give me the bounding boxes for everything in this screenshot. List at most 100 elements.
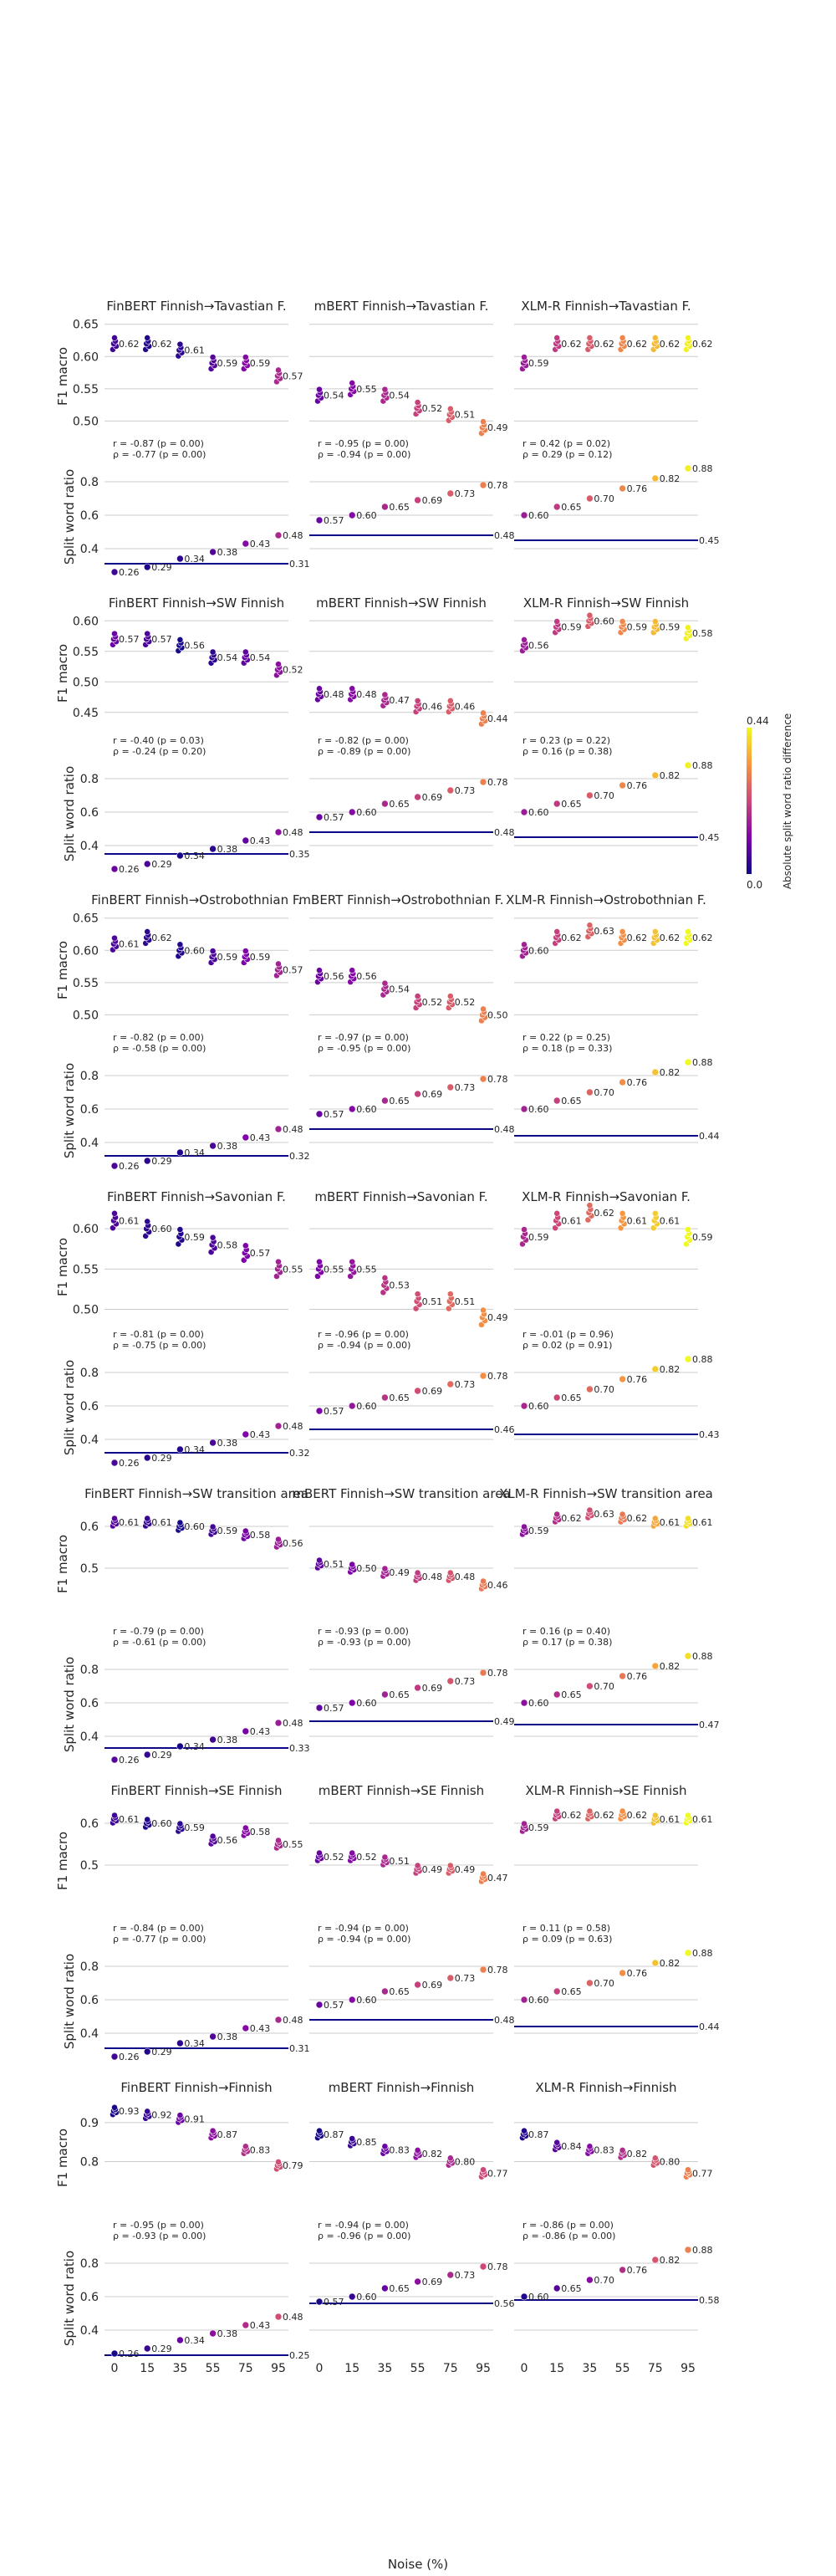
f1-point	[144, 630, 151, 637]
f1-value-label: 0.61	[561, 1215, 582, 1226]
panel: mBERT Finnish→SW transition area 0.51 0.50…	[292, 1486, 515, 1737]
f1-point	[381, 1853, 389, 1861]
split-value-label: 0.57	[324, 1406, 344, 1417]
split-value-label: 0.48	[283, 2015, 303, 2026]
split-point	[414, 1981, 421, 1989]
f1-value-label: 0.80	[455, 2156, 476, 2167]
f1-point	[446, 2154, 454, 2162]
f1-point	[651, 335, 659, 341]
split-value-label: 0.26	[119, 567, 140, 578]
f1-value-label: 0.83	[594, 2145, 614, 2156]
split-value-label: 0.26	[119, 1458, 140, 1469]
split-value-label: 0.70	[594, 2275, 614, 2286]
f1-value-label: 0.46	[422, 701, 442, 712]
stats-pearson: r = -0.87 (p = 0.00)	[113, 438, 204, 449]
split-point	[348, 1402, 356, 1410]
split-point	[242, 2024, 250, 2032]
f1-point	[480, 418, 487, 426]
panel: FinBERT Finnish→Tavastian F. 0.62 0.62 0.61…	[104, 299, 310, 578]
f1-value-label: 0.61	[184, 345, 205, 356]
stats-pearson: r = -0.95 (p = 0.00)	[113, 2220, 204, 2231]
f1-point	[176, 941, 184, 948]
f1-value-label: 0.87	[324, 2129, 344, 2140]
split-point	[520, 1105, 528, 1113]
split-value-label: 0.65	[561, 2283, 582, 2294]
baseline-value-label: 0.48	[494, 827, 515, 838]
baseline-value-label: 0.45	[699, 832, 720, 843]
split-tick-label: 0.8	[80, 1960, 99, 1974]
panel-title: mBERT Finnish→Ostrobothnian F.	[298, 892, 503, 907]
split-value-label: 0.34	[184, 1444, 205, 1455]
split-point	[553, 800, 561, 808]
f1-point	[381, 691, 389, 698]
split-value-label: 0.29	[151, 1453, 172, 1464]
split-value-label: 0.69	[422, 2277, 442, 2287]
f1-value-label: 0.61	[119, 939, 140, 950]
f1-tick-label: 0.65	[73, 912, 99, 926]
split-point	[651, 474, 660, 483]
f1-value-label: 0.61	[119, 1215, 140, 1226]
split-point	[242, 836, 250, 845]
f1-value-label: 0.59	[561, 622, 582, 633]
f1-tick-label: 0.6	[80, 1817, 99, 1831]
f1-tick-label: 0.60	[73, 615, 99, 628]
f1-value-label: 0.62	[561, 339, 582, 350]
split-point	[110, 2349, 119, 2358]
f1-value-label: 0.48	[422, 1572, 442, 1582]
panel-title: XLM-R Finnish→Ostrobothnian F.	[506, 892, 706, 907]
split-point	[143, 2344, 151, 2353]
f1-value-label: 0.62	[692, 933, 713, 943]
split-tick-label: 0.4	[80, 2027, 99, 2041]
split-tick-label: 0.6	[80, 1697, 99, 1710]
f1-tick-label: 0.50	[73, 1304, 99, 1317]
f1-point	[414, 399, 421, 406]
f1-value-label: 0.54	[389, 391, 410, 401]
f1-value-label: 0.53	[389, 1280, 410, 1291]
f1-value-label: 0.84	[561, 2141, 582, 2152]
f1-value-label: 0.59	[528, 358, 549, 369]
split-value-label: 0.69	[422, 1980, 442, 1991]
split-tick-label: 0.8	[80, 1664, 99, 1677]
split-value-label: 0.76	[627, 1968, 648, 1979]
f1-tick-label: 0.9	[80, 2117, 99, 2130]
split-value-label: 0.57	[324, 812, 344, 823]
split-axis-label: Split word ratio	[62, 2251, 77, 2346]
split-point	[315, 2297, 324, 2306]
split-value-label: 0.26	[119, 864, 140, 875]
f1-point	[381, 1565, 389, 1572]
split-tick-label: 0.8	[80, 1070, 99, 1083]
split-value-label: 0.78	[487, 1371, 508, 1382]
f1-value-label: 0.54	[389, 984, 410, 995]
baseline-value-label: 0.58	[699, 2295, 720, 2306]
split-value-label: 0.29	[151, 2343, 172, 2354]
f1-point	[685, 1226, 691, 1233]
stats-pearson: r = -0.81 (p = 0.00)	[113, 1329, 204, 1340]
split-point	[619, 2266, 626, 2274]
x-tick-label: 95	[476, 2362, 491, 2375]
x-tick-label: 35	[582, 2362, 597, 2375]
split-value-label: 0.65	[389, 2283, 410, 2294]
stats-spearman: ρ = -0.89 (p = 0.00)	[318, 746, 410, 757]
split-point	[176, 1148, 184, 1157]
split-point	[315, 2001, 324, 2009]
split-value-label: 0.34	[184, 1147, 205, 1158]
f1-point	[349, 1849, 356, 1857]
f1-value-label: 0.59	[217, 358, 238, 369]
split-point	[684, 464, 692, 473]
f1-point	[176, 636, 184, 643]
f1-point	[521, 1523, 528, 1531]
split-point	[176, 555, 184, 563]
split-tick-label: 0.6	[80, 509, 99, 523]
f1-point	[209, 1832, 217, 1840]
f1-point	[349, 1258, 356, 1265]
f1-point	[446, 1569, 454, 1577]
split-point	[619, 484, 626, 493]
stats-spearman: ρ = 0.17 (p = 0.38)	[522, 1637, 612, 1648]
f1-value-label: 0.92	[151, 2110, 172, 2121]
f1-value-label: 0.91	[184, 2113, 205, 2124]
panel-row: F1 macro Split word ratio 0.5 0.6 0.4 0.6 0.8 F…	[55, 1783, 720, 2062]
f1-point	[651, 1515, 659, 1522]
f1-value-label: 0.57	[119, 634, 140, 645]
split-value-label: 0.48	[283, 1421, 303, 1432]
f1-point	[275, 2159, 282, 2165]
